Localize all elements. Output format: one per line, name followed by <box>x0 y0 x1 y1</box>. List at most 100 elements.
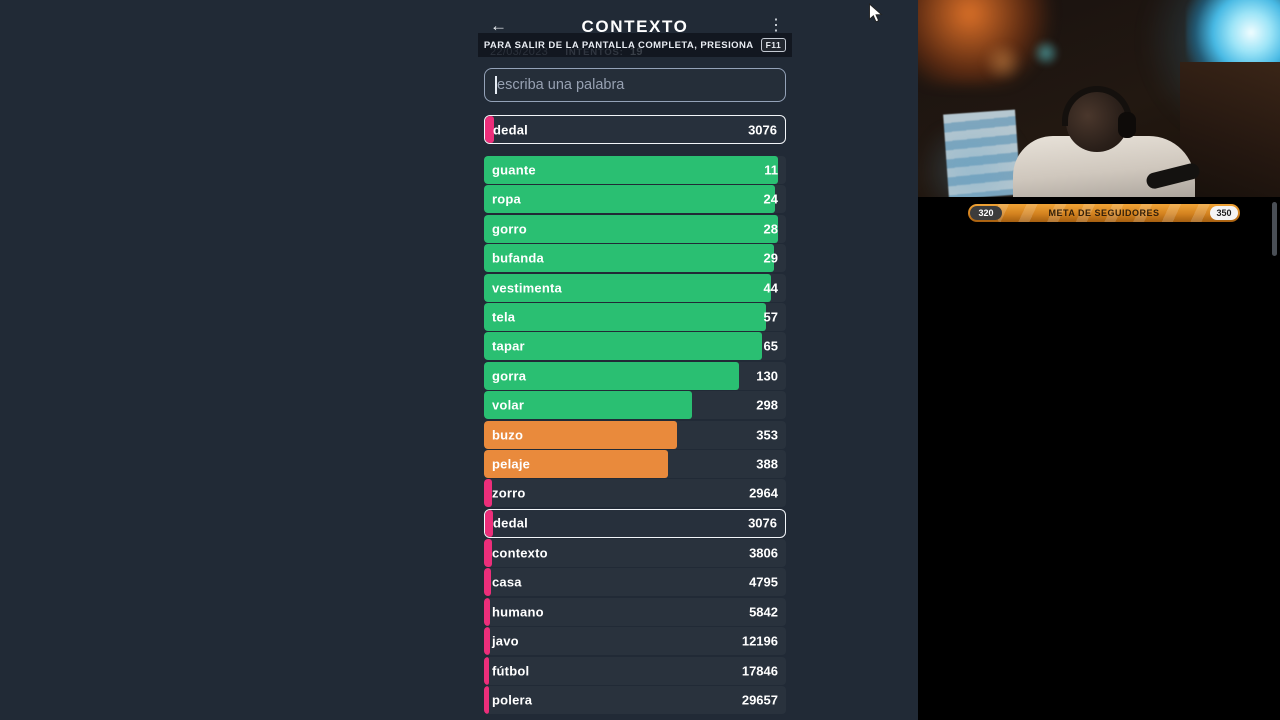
guess-rank: 130 <box>756 368 778 384</box>
guess-rank: 3806 <box>749 545 778 561</box>
word-input[interactable] <box>484 68 786 102</box>
guess-row: buzo 353 <box>484 420 786 449</box>
guess-row: ropa 24 <box>484 185 786 214</box>
back-button[interactable]: ← <box>490 16 507 35</box>
guess-word: casa <box>492 574 522 590</box>
guess-bar <box>484 568 491 597</box>
guess-bar <box>485 509 494 537</box>
guess-rank: 353 <box>756 427 778 443</box>
guess-row: tapar 65 <box>484 332 786 361</box>
guess-row: guante 11 <box>484 156 786 184</box>
last-guess-row: dedal 3076 <box>484 115 786 145</box>
guess-row: dedal 3076 <box>484 115 786 144</box>
guess-rank: 388 <box>756 456 778 472</box>
guess-bar <box>484 627 490 656</box>
game-column: ← CONTEXTO ⋮ 22/03/2023 INTENTOS: 19 PAR… <box>478 0 792 720</box>
guess-word: tela <box>492 309 516 325</box>
contexto-game-area: ← CONTEXTO ⋮ 22/03/2023 INTENTOS: 19 PAR… <box>0 0 918 720</box>
follower-goal-label: META DE SEGUIDORES <box>1048 208 1160 218</box>
guess-word: contexto <box>492 545 548 561</box>
guess-word: pelaje <box>492 456 531 472</box>
guess-bar <box>484 656 490 685</box>
guess-row: vestimenta 44 <box>484 273 786 302</box>
guess-rank: 29657 <box>741 692 778 708</box>
guess-row: gorra 130 <box>484 361 786 390</box>
guess-bar <box>484 449 669 478</box>
guess-bar <box>484 361 740 390</box>
guess-word: bufanda <box>492 250 544 266</box>
guess-bar <box>484 539 492 568</box>
guess-bar <box>485 116 494 143</box>
follower-target-count: 350 <box>1210 206 1238 220</box>
guess-word: zorro <box>492 485 526 501</box>
guess-bar <box>484 479 493 508</box>
guess-bar <box>484 214 779 243</box>
guess-row: casa 4795 <box>484 568 786 597</box>
guess-word: javo <box>492 633 519 649</box>
guess-word: humano <box>492 604 544 620</box>
guess-word: dedal <box>493 122 528 137</box>
guess-rank: 65 <box>763 338 778 354</box>
guess-word: ropa <box>492 191 521 207</box>
guess-row: gorro 28 <box>484 214 786 243</box>
guess-bar <box>484 156 779 184</box>
guess-rank: 12196 <box>741 633 778 649</box>
follower-current-count: 320 <box>970 206 1002 220</box>
guess-word: gorra <box>492 368 527 384</box>
guess-word: buzo <box>492 427 524 443</box>
guess-rank: 298 <box>756 397 778 413</box>
fullscreen-exit-banner: PARA SALIR DE LA PANTALLA COMPLETA, PRES… <box>478 33 792 57</box>
follower-goal-widget: 320 META DE SEGUIDORES 350 <box>968 204 1240 222</box>
guess-rank: 28 <box>763 221 778 237</box>
guess-bar <box>484 302 767 331</box>
webcam-shelf-glow <box>1033 38 1059 68</box>
banner-text: PARA SALIR DE LA PANTALLA COMPLETA, PRES… <box>483 39 754 51</box>
guess-rank: 4795 <box>749 574 778 590</box>
scrollbar-thumb[interactable] <box>1272 202 1277 256</box>
guess-bar <box>484 597 491 626</box>
guess-row: javo 12196 <box>484 627 786 656</box>
guess-row: tela 57 <box>484 302 786 331</box>
headphone-earcup <box>1118 112 1136 138</box>
guess-rank: 24 <box>763 191 778 207</box>
guess-rank: 17846 <box>741 663 778 679</box>
guess-word: polera <box>492 692 533 708</box>
guess-rank: 3076 <box>748 122 777 137</box>
text-caret <box>495 76 497 94</box>
guess-bar <box>484 391 693 420</box>
guess-row: humano 5842 <box>484 597 786 626</box>
guess-bar <box>484 420 678 449</box>
webcam-shelf-light <box>980 45 1026 79</box>
guess-row: zorro 2964 <box>484 479 786 508</box>
guess-rank: 2964 <box>749 485 778 501</box>
goal-bar-shine <box>998 204 1212 222</box>
guess-bar <box>484 273 771 302</box>
guess-word: fútbol <box>492 663 530 679</box>
guess-row: contexto 3806 <box>484 539 786 568</box>
guess-row: volar 298 <box>484 391 786 420</box>
guess-word: volar <box>492 397 525 413</box>
guess-rank: 11 <box>764 162 778 178</box>
guess-rank: 44 <box>763 280 778 296</box>
guess-row: fútbol 17846 <box>484 656 786 685</box>
webcam-overlay <box>918 0 1280 197</box>
game-header: ← CONTEXTO ⋮ <box>484 14 786 40</box>
headphones-icon <box>1062 86 1132 126</box>
guess-rank: 5842 <box>749 604 778 620</box>
guess-bar <box>484 332 762 361</box>
guess-row: pelaje 388 <box>484 449 786 478</box>
guess-word: tapar <box>492 338 525 354</box>
f11-key-badge: F11 <box>760 38 787 52</box>
guess-list: guante 11 ropa 24 gorro 28 bufanda 29 ve… <box>484 156 786 715</box>
guess-word: dedal <box>493 515 528 531</box>
guess-rank: 29 <box>763 250 778 266</box>
guess-word: gorro <box>492 221 527 237</box>
guess-bar <box>484 185 776 214</box>
guess-bar <box>484 244 774 273</box>
guess-rank: 57 <box>763 309 778 325</box>
menu-button[interactable]: ⋮ <box>768 15 784 37</box>
guess-row: polera 29657 <box>484 686 786 715</box>
page-title: CONTEXTO <box>581 17 689 36</box>
guess-row: dedal 3076 <box>484 508 786 538</box>
